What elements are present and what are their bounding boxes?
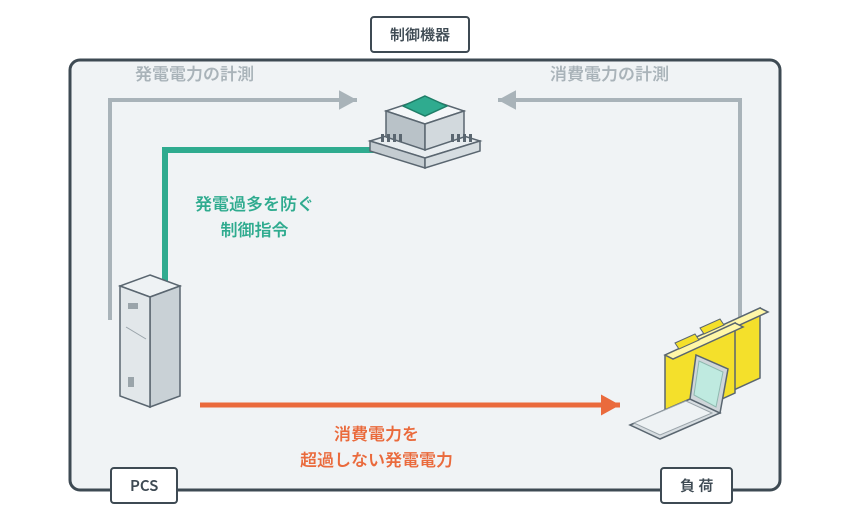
pcs-title-box: PCS xyxy=(110,467,178,504)
load-title-box: 負 荷 xyxy=(660,467,733,504)
diagram-stage: 制御機器 PCS 負 荷 発電電力の計測 消費電力の計測 発電過多を防ぐ制御指令… xyxy=(0,0,850,520)
controller-title-box: 制御機器 xyxy=(370,16,470,53)
gen-measure-label: 発電電力の計測 xyxy=(135,60,254,86)
control-cmd-label: 発電過多を防ぐ制御指令 xyxy=(195,190,314,243)
cons-measure-label: 消費電力の計測 xyxy=(550,60,669,86)
power-flow-label: 消費電力を超過しない発電電力 xyxy=(300,420,453,473)
